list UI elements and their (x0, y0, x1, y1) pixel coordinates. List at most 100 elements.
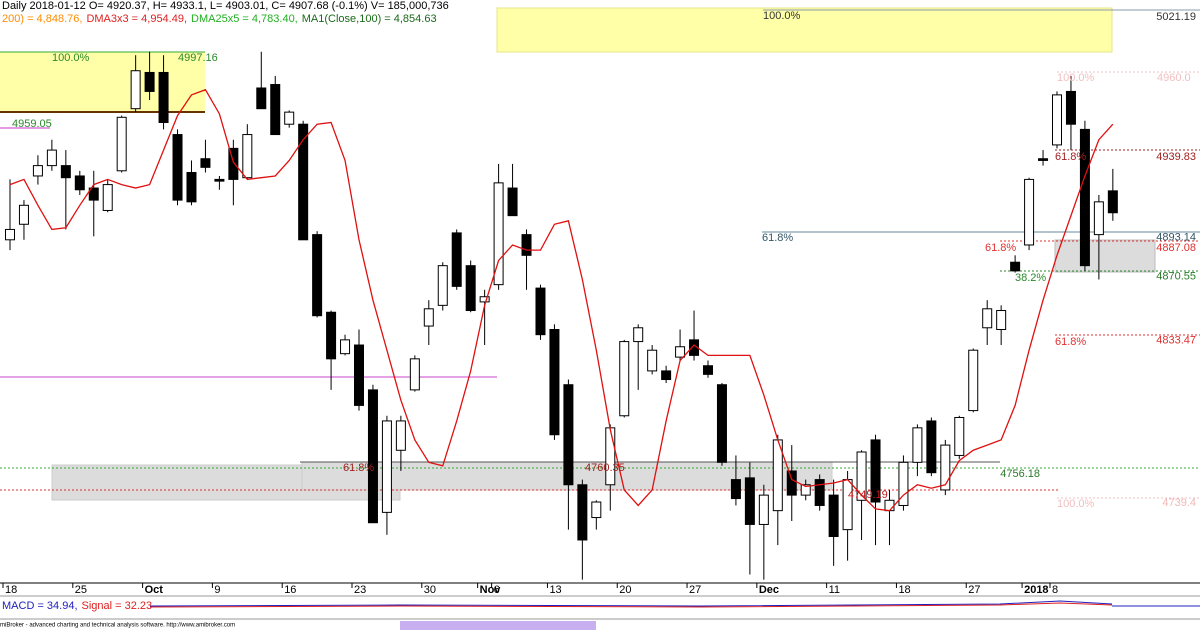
candle-body (1038, 158, 1049, 161)
candle-body (409, 358, 420, 391)
candle-body (144, 71, 155, 92)
x-tick-label: 8 (1052, 584, 1058, 596)
price-label: 4833.47 (1156, 335, 1196, 347)
candle-body (340, 339, 351, 355)
candle-body (298, 123, 309, 241)
signal-line (149, 602, 1113, 608)
candle-body (730, 479, 741, 500)
candle-body (1079, 128, 1090, 267)
x-tick-label: 27 (968, 584, 980, 596)
candle-body (284, 111, 295, 125)
candle-body (647, 349, 658, 372)
candle-body (381, 420, 392, 513)
candle-body (954, 416, 965, 456)
header-segment: 200) = 4,848.76, (2, 13, 82, 25)
candle-body (46, 149, 57, 167)
candle-body (856, 451, 867, 501)
header-segment: MA1(Close,100) = 4,854.63 (302, 13, 437, 25)
candle-body (619, 341, 630, 417)
candle-body (74, 175, 85, 191)
x-tick-label: Nov (480, 584, 502, 596)
x-tick-label: 2018 (1024, 584, 1048, 596)
candle-body (5, 228, 15, 241)
candle-body (18, 204, 29, 225)
x-tick-label: 20 (619, 584, 631, 596)
candle-body (786, 470, 797, 496)
candle-body (1065, 90, 1076, 125)
header-segment: DMA25x5 = 4,783.40, (191, 13, 298, 25)
price-label: 4939.83 (1156, 151, 1196, 163)
candle-body (828, 494, 839, 538)
candle-body (507, 187, 518, 217)
candle-body (451, 232, 462, 287)
x-tick-label: 23 (354, 584, 366, 596)
candle-body (395, 420, 406, 451)
candle-body (968, 349, 979, 412)
annotation: 4959.05 (12, 118, 52, 130)
scrollbar[interactable] (400, 621, 596, 630)
candle-body (312, 234, 323, 317)
candle-body (535, 287, 546, 336)
annotation: 4760.35 (585, 462, 625, 474)
x-tick-label: 30 (424, 584, 436, 596)
annotation: 61.8% (1055, 151, 1086, 163)
candle-body (521, 234, 532, 256)
candle-body (912, 427, 923, 463)
candle-body (549, 329, 560, 436)
candle-body (703, 365, 713, 375)
fib-box (0, 52, 205, 112)
candle-body (256, 87, 267, 110)
candle-body (32, 165, 43, 177)
candle-body (1093, 201, 1104, 236)
macd-value: MACD = 34.94, (2, 600, 78, 612)
candle-body (479, 296, 490, 303)
candle-body (186, 172, 197, 203)
candle-body (130, 70, 141, 110)
macd-line (149, 600, 1113, 607)
candle-body (842, 479, 853, 531)
annotation: 61.8% (343, 462, 374, 474)
candle-body (270, 84, 281, 136)
candle-body (633, 327, 644, 343)
header-line2: 200) = 4,848.76, DMA3x3 = 4,954.49, DMA25x… (2, 13, 437, 25)
candle-body (214, 178, 225, 182)
price-label: 4756.18 (1000, 468, 1040, 480)
candle-body (940, 444, 951, 491)
x-tick-label: 27 (689, 584, 701, 596)
candle-body (716, 384, 727, 463)
candle-body (1010, 261, 1021, 272)
candle-body (200, 158, 211, 168)
candle-body (465, 265, 476, 312)
annotation: 4749.19 (848, 489, 888, 501)
candle-body (814, 479, 825, 506)
candle-body (744, 477, 755, 525)
x-tick-label: Oct (145, 584, 164, 596)
candle-body (367, 389, 378, 524)
candle-body (88, 187, 99, 201)
candle-body (423, 308, 434, 327)
price-label: 4887.08 (1156, 242, 1196, 254)
candle-body (242, 134, 253, 179)
annotation: 100.0% (1057, 498, 1095, 510)
header-line1: Daily 2018-01-12 O= 4920.37, H= 4933.1, … (2, 0, 449, 12)
annotation: 61.8% (762, 232, 793, 244)
candle-body (172, 134, 183, 201)
x-tick-label: Dec (759, 584, 779, 596)
x-tick-label: 11 (829, 584, 840, 596)
annotation: 4960.0 (1157, 72, 1191, 84)
candle-body (102, 184, 113, 211)
candle-body (591, 501, 602, 519)
annotation: 100.0% (763, 10, 801, 22)
candle-body (1024, 178, 1035, 246)
candle-body (437, 265, 448, 306)
macd-legend: MACD = 34.94, Signal = 32.23 (2, 600, 152, 612)
x-tick-label: 9 (214, 584, 220, 596)
candle-body (898, 461, 909, 506)
ma-line (9, 88, 1114, 512)
price-label: 4739.4 (1162, 497, 1196, 509)
candle-body (926, 420, 937, 474)
x-tick-label: 25 (75, 584, 87, 596)
price-label: 5021.19 (1156, 11, 1196, 23)
candle-body (800, 484, 811, 496)
